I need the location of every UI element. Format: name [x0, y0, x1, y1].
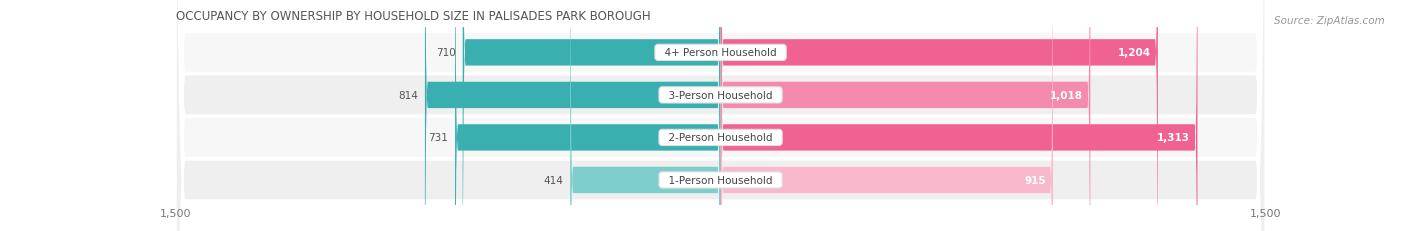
Text: 3-Person Household: 3-Person Household [662, 91, 779, 100]
Text: 710: 710 [436, 48, 456, 58]
FancyBboxPatch shape [571, 0, 721, 231]
Text: 1-Person Household: 1-Person Household [662, 175, 779, 185]
FancyBboxPatch shape [425, 0, 721, 231]
Text: 1,018: 1,018 [1050, 91, 1083, 100]
Text: 1,313: 1,313 [1157, 133, 1191, 143]
FancyBboxPatch shape [721, 0, 1159, 231]
FancyBboxPatch shape [721, 0, 1053, 231]
Text: 814: 814 [398, 91, 418, 100]
Text: 1,204: 1,204 [1118, 48, 1150, 58]
Text: 2-Person Household: 2-Person Household [662, 133, 779, 143]
FancyBboxPatch shape [176, 0, 1265, 231]
Text: 414: 414 [543, 175, 562, 185]
FancyBboxPatch shape [176, 0, 1265, 231]
Text: 915: 915 [1024, 175, 1046, 185]
FancyBboxPatch shape [721, 0, 1198, 231]
FancyBboxPatch shape [456, 0, 721, 231]
FancyBboxPatch shape [721, 0, 1090, 231]
Text: Source: ZipAtlas.com: Source: ZipAtlas.com [1274, 16, 1385, 26]
FancyBboxPatch shape [176, 0, 1265, 231]
FancyBboxPatch shape [463, 0, 721, 231]
FancyBboxPatch shape [176, 0, 1265, 231]
Text: OCCUPANCY BY OWNERSHIP BY HOUSEHOLD SIZE IN PALISADES PARK BOROUGH: OCCUPANCY BY OWNERSHIP BY HOUSEHOLD SIZE… [176, 9, 651, 22]
Text: 731: 731 [427, 133, 447, 143]
Text: 4+ Person Household: 4+ Person Household [658, 48, 783, 58]
